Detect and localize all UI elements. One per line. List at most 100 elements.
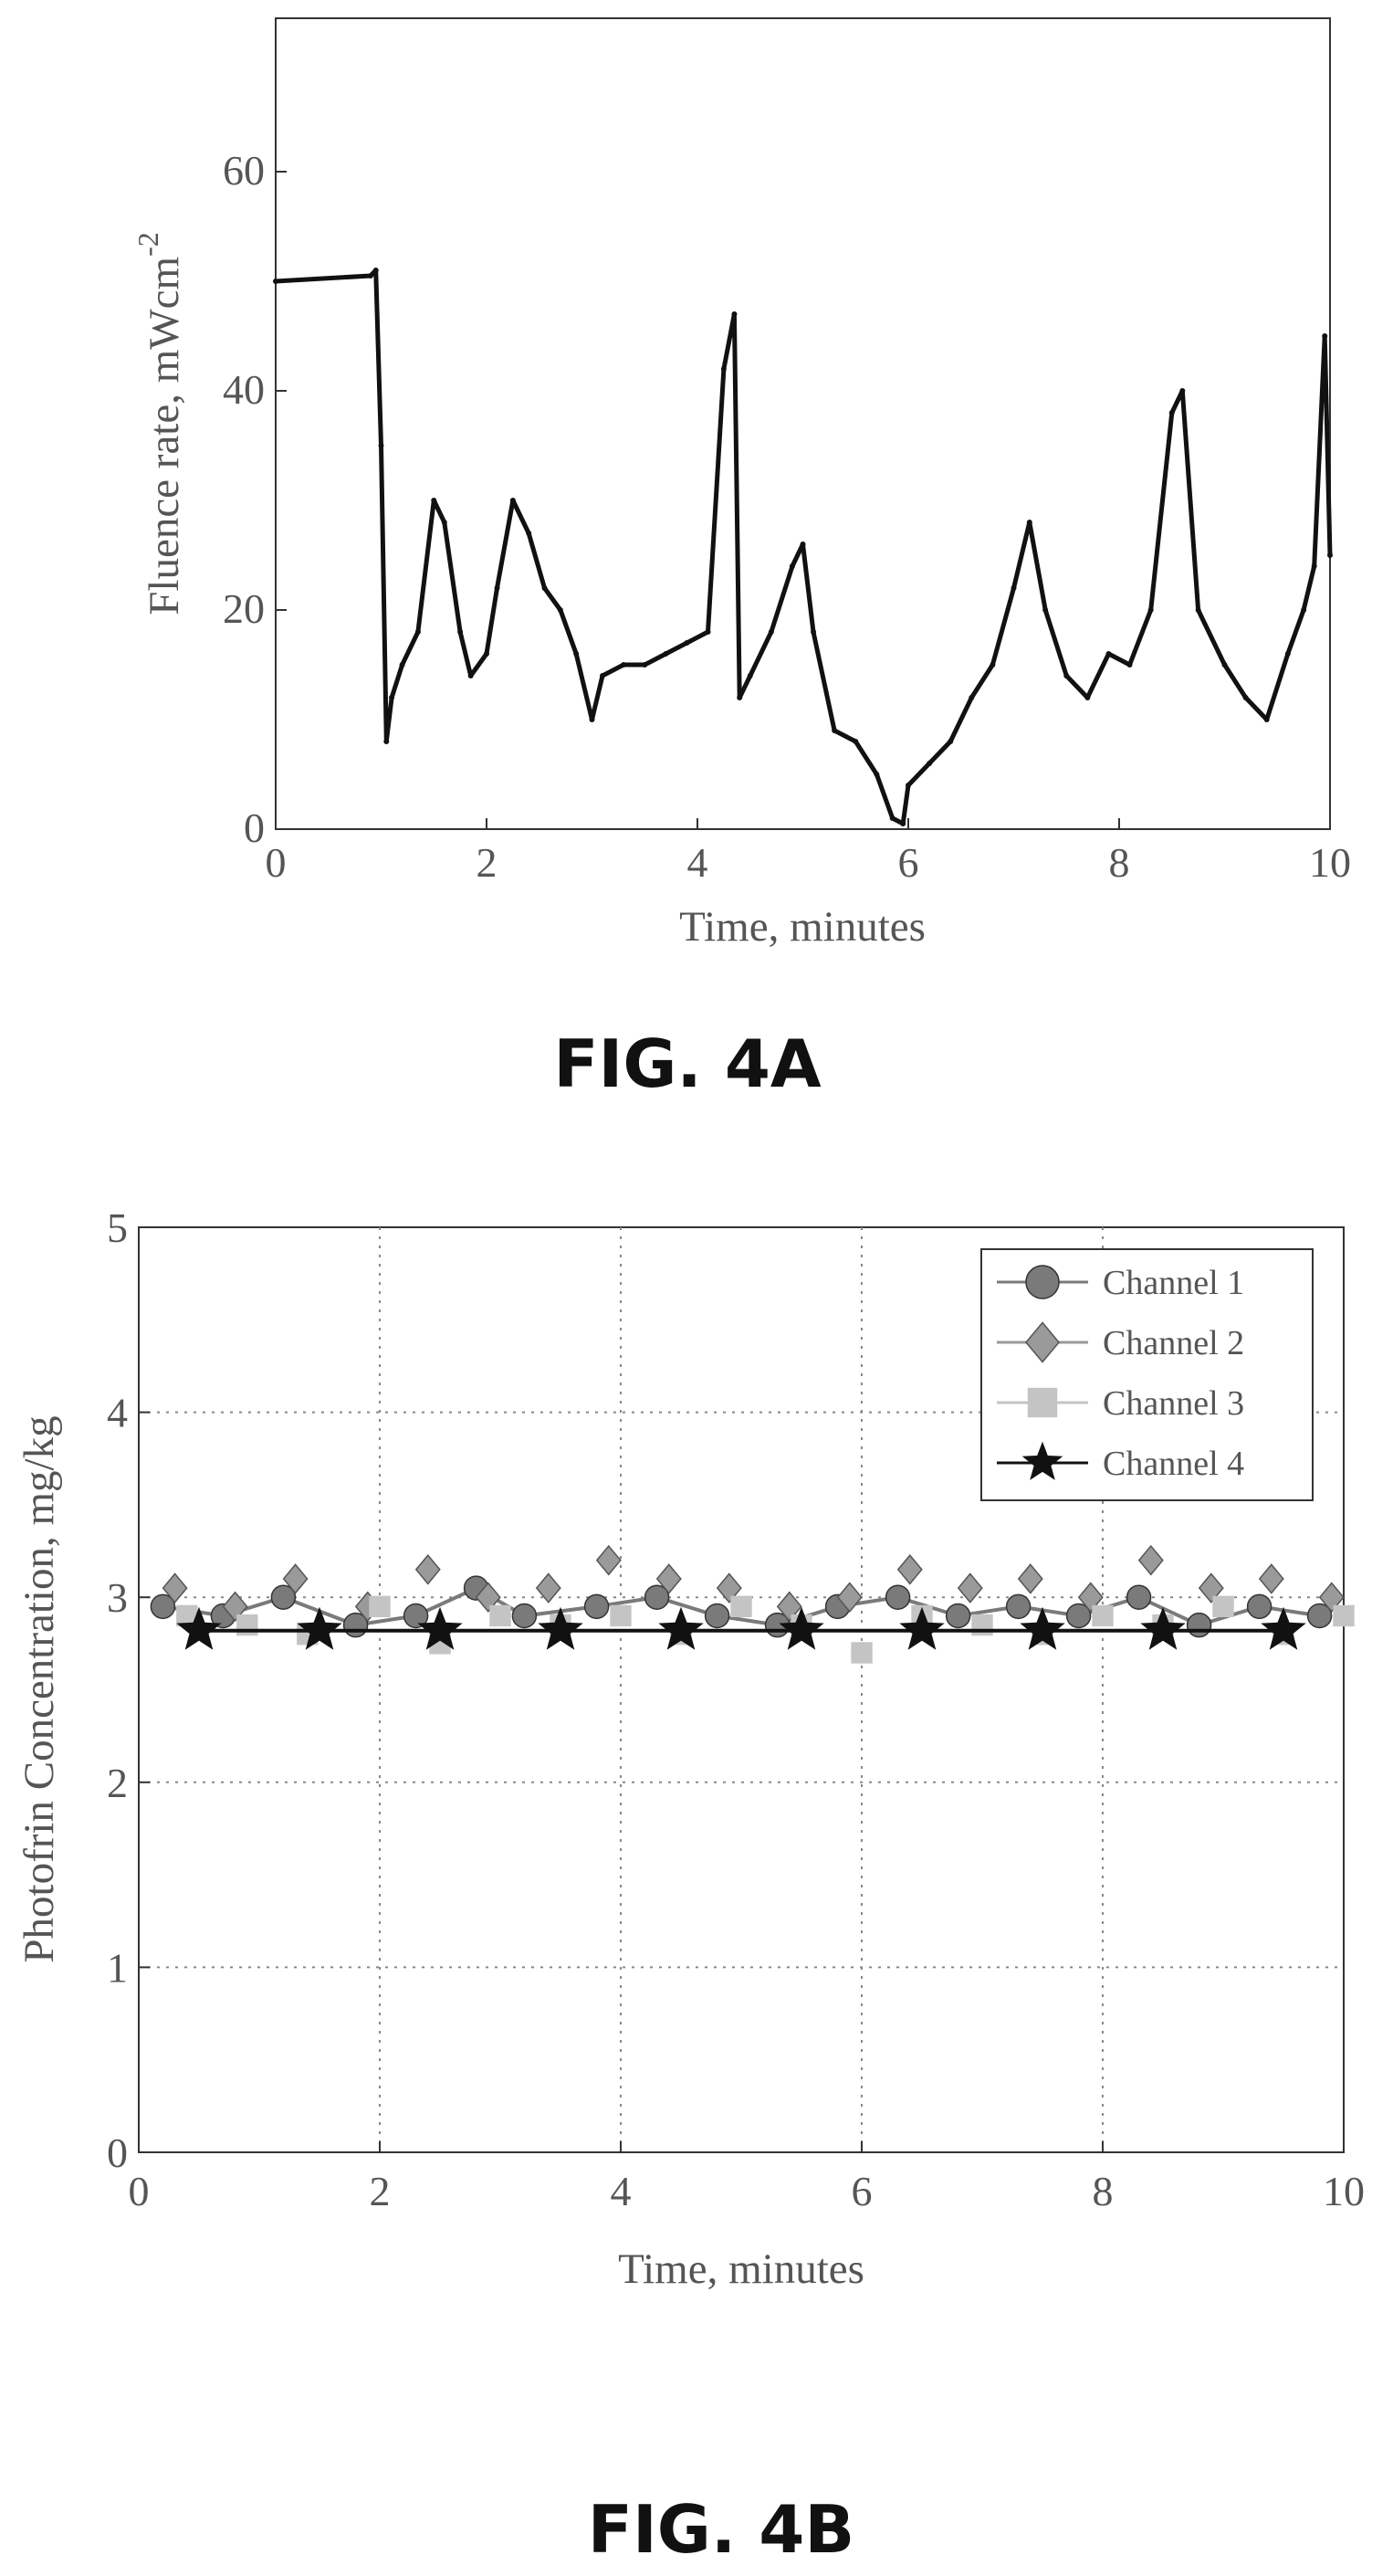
chart-4b-legend-label: Channel 1 — [1103, 1264, 1244, 1302]
chart-4a-data-point — [874, 772, 880, 777]
chart-4b-legend-marker — [1025, 1321, 1060, 1363]
chart-4b-data-point — [414, 1554, 441, 1585]
chart-4a-data-point — [1026, 520, 1032, 525]
chart-4b-data-point — [403, 1603, 429, 1629]
chart-4a-data-point — [600, 673, 606, 678]
chart-4b-legend-label: Channel 2 — [1103, 1324, 1244, 1362]
chart-4b-data-point — [644, 1584, 670, 1610]
chart-4b-data-point — [538, 1606, 583, 1650]
chart-4b-data-point — [176, 1604, 198, 1627]
chart-4a-data-point — [705, 629, 711, 635]
chart-4a-data-point — [1195, 607, 1201, 613]
chart-4a-y-tick-label: 40 — [223, 366, 265, 413]
chart-4a-data-point — [789, 563, 795, 569]
chart-4b-data-point — [270, 1584, 297, 1610]
chart-4b-data-point — [236, 1614, 258, 1636]
chart-4a-data-point — [768, 629, 774, 635]
chart-4a-data-point — [1263, 717, 1270, 722]
chart-4a-y-axis-label-superscript: -2 — [131, 232, 164, 257]
chart-4b-data-point — [655, 1563, 682, 1594]
chart-4b-ticks: 0 2 4 6 8 10 0 1 2 3 4 5 — [107, 1204, 1365, 2214]
chart-4b-data-point — [779, 1606, 824, 1650]
chart-4a-data-point — [467, 673, 474, 678]
chart-4b-data-point — [1306, 1603, 1333, 1629]
chart-4b-data-point — [1318, 1582, 1345, 1613]
chart-4b-data-point — [535, 1572, 561, 1603]
chart-4a-x-tick-label: 4 — [687, 839, 708, 886]
chart-4b-legend-label: Channel 4 — [1103, 1445, 1244, 1483]
chart-4b-data-point — [1020, 1606, 1065, 1650]
chart-4a-data-point — [747, 673, 753, 678]
chart-4a-data-point — [731, 311, 738, 317]
chart-4a-plot-area — [275, 17, 1331, 830]
chart-4b-data-point — [1137, 1544, 1164, 1576]
chart-4b-y-tick-label: 3 — [107, 1574, 128, 1621]
chart-4a-data-point — [484, 651, 489, 657]
chart-4b-data-point — [511, 1603, 538, 1629]
chart-4b-data-point — [704, 1603, 730, 1629]
chart-4b-data-point — [222, 1591, 248, 1623]
chart-4a-data-point — [367, 273, 373, 279]
chart-4b-data-point — [417, 1606, 463, 1650]
chart-4a-data-point — [1084, 695, 1091, 700]
chart-4b-x-tick-label: 10 — [1323, 2168, 1365, 2214]
chart-4a-data-point — [1327, 552, 1333, 558]
chart-4a-y-tick-label: 20 — [223, 585, 265, 632]
chart-4a-data-point — [1168, 410, 1175, 415]
chart-4b-data-point — [836, 1582, 863, 1613]
chart-4b-data-point — [489, 1604, 511, 1627]
chart-4a-data-point — [441, 520, 447, 525]
chart-4a-data-point — [1242, 695, 1249, 700]
chart-4a-data-point — [589, 717, 595, 722]
chart-4b-data-point — [1140, 1606, 1186, 1650]
chart-4b-data-point — [162, 1572, 188, 1603]
chart-4b-data-point — [297, 1606, 342, 1650]
chart-4a-data-point — [526, 531, 532, 536]
chart-4b-y-tick-label: 0 — [107, 2129, 128, 2176]
chart-4b-data-point — [1065, 1603, 1092, 1629]
chart-4b-data-point — [776, 1591, 802, 1623]
chart-4b-data-point — [1092, 1604, 1114, 1627]
chart-4b-data-point — [1258, 1563, 1284, 1594]
chart-4b-data-point — [658, 1606, 704, 1650]
chart-4a-x-tick-label: 10 — [1309, 839, 1351, 886]
chart-4a-data-point — [273, 279, 278, 284]
chart-4a-data-point — [573, 651, 580, 657]
chart-4a-data-point — [1301, 607, 1307, 613]
chart-4a-data-point — [621, 662, 627, 668]
chart-4a-data-point — [1147, 607, 1154, 613]
chart-4a-data-point — [1179, 388, 1186, 394]
chart-4b-legend-marker — [1025, 1265, 1060, 1299]
chart-4b-x-tick-label: 8 — [1093, 2168, 1114, 2214]
chart-4a-data-point — [811, 629, 817, 635]
chart-4a-data-point — [800, 541, 806, 547]
chart-4b-data-point — [176, 1606, 222, 1650]
chart-4b-x-tick-label: 4 — [611, 2168, 632, 2214]
chart-4a-ticks: 0 2 4 6 8 10 0 20 40 60 — [223, 147, 1351, 886]
chart-4a-data-point — [906, 783, 911, 788]
chart-4b-data-point — [150, 1593, 176, 1620]
chart-4a-data-point — [684, 640, 690, 646]
chart-4b-data-point — [1017, 1563, 1043, 1594]
chart-4b-data-point — [1126, 1584, 1152, 1610]
chart-4a: 0 2 4 6 8 10 0 20 40 60 Time, minutes Fluence rat… — [131, 17, 1351, 1102]
chart-4b-data-point — [583, 1593, 610, 1620]
chart-4a-data-point — [889, 815, 896, 821]
chart-4b-data-point — [610, 1604, 632, 1627]
chart-4a-data-point — [372, 268, 379, 273]
chart-4a-y-axis-label: Fluence rate, mWcm-2 — [131, 232, 188, 615]
chart-4b-x-tick-label: 2 — [370, 2168, 391, 2214]
chart-4a-x-tick-label: 2 — [477, 839, 498, 886]
chart-4a-data-point — [737, 695, 743, 700]
chart-4b-data-point — [885, 1584, 911, 1610]
chart-4b-x-tick-label: 6 — [852, 2168, 873, 2214]
chart-4b-data-point — [971, 1614, 993, 1636]
chart-4b-plot-area — [138, 1226, 1345, 2153]
chart-4b-data-point — [1077, 1582, 1104, 1613]
chart-4a-data-point — [969, 695, 975, 700]
chart-4a-data-point — [557, 607, 563, 613]
chart-4a-data-point — [642, 662, 648, 668]
chart-4b-series-2 — [162, 1544, 1345, 1623]
chart-4a-y-tick-label: 60 — [223, 147, 265, 194]
